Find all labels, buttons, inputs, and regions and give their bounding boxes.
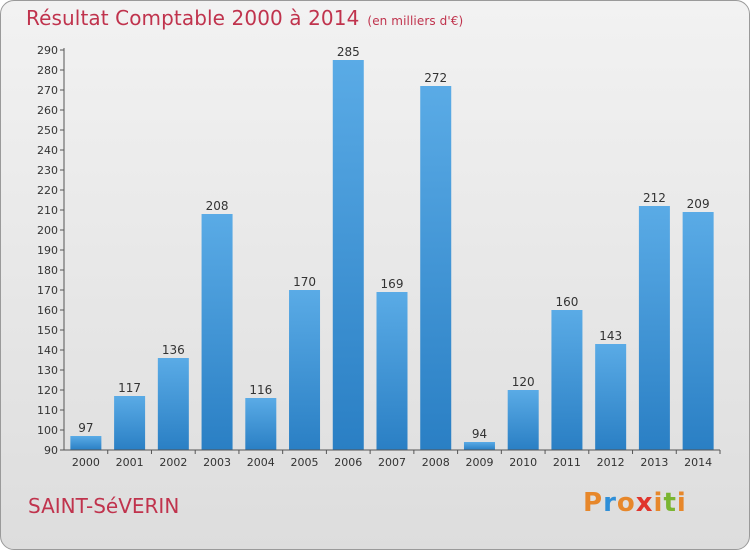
y-tick-label: 230 bbox=[37, 164, 58, 177]
y-tick-label: 290 bbox=[37, 44, 58, 57]
bar-2008 bbox=[420, 86, 452, 450]
bar-2009 bbox=[463, 442, 495, 450]
logo-letter: t bbox=[663, 488, 677, 518]
x-tick-label-2011: 2011 bbox=[553, 456, 581, 469]
y-tick-label: 180 bbox=[37, 264, 58, 277]
value-label-2011: 160 bbox=[555, 295, 578, 309]
x-tick-label-2000: 2000 bbox=[72, 456, 100, 469]
logo-letter: i bbox=[676, 488, 687, 518]
value-label-2009: 94 bbox=[472, 427, 487, 441]
value-label-2008: 272 bbox=[424, 71, 447, 85]
y-tick-label: 190 bbox=[37, 244, 58, 257]
logo-letter: P bbox=[583, 488, 604, 518]
y-tick-label: 90 bbox=[44, 444, 58, 457]
title-text: Résultat Comptable 2000 à 2014 bbox=[26, 6, 360, 30]
bar-2004 bbox=[245, 398, 277, 450]
y-tick-label: 130 bbox=[37, 364, 58, 377]
logo-letter: i bbox=[653, 488, 664, 518]
y-tick-label: 200 bbox=[37, 224, 58, 237]
value-label-2004: 116 bbox=[249, 383, 272, 397]
y-axis: 90 100 110 120 130 140 150 160 170 180 190 200 210 22… bbox=[37, 44, 65, 457]
y-tick-label: 210 bbox=[37, 204, 58, 217]
value-label-2000: 97 bbox=[78, 421, 93, 435]
x-tick-label-2010: 2010 bbox=[509, 456, 537, 469]
value-label-2002: 136 bbox=[162, 343, 185, 357]
value-label-2006: 285 bbox=[337, 45, 360, 59]
y-tick-label: 140 bbox=[37, 344, 58, 357]
bar-2011 bbox=[551, 310, 583, 450]
value-label-2005: 170 bbox=[293, 275, 316, 289]
y-tick-label: 120 bbox=[37, 384, 58, 397]
y-tick-label: 270 bbox=[37, 84, 58, 97]
x-tick-label-2014: 2014 bbox=[684, 456, 712, 469]
y-tick-label: 240 bbox=[37, 144, 58, 157]
y-tick-label: 150 bbox=[37, 324, 58, 337]
y-tick-label: 160 bbox=[37, 304, 58, 317]
value-label-2012: 143 bbox=[599, 329, 622, 343]
x-tick-label-2009: 2009 bbox=[465, 456, 493, 469]
value-label-2007: 169 bbox=[381, 277, 404, 291]
x-tick-label-2003: 2003 bbox=[203, 456, 231, 469]
y-tick-label: 280 bbox=[37, 64, 58, 77]
unit-label: (en milliers d'€) bbox=[367, 14, 464, 28]
value-label-2010: 120 bbox=[512, 375, 535, 389]
bar-2001 bbox=[114, 396, 146, 450]
x-tick-label-2001: 2001 bbox=[116, 456, 144, 469]
x-tick-label-2002: 2002 bbox=[159, 456, 187, 469]
bar-2005 bbox=[289, 290, 321, 450]
x-tick-label-2008: 2008 bbox=[422, 456, 450, 469]
bar-2006 bbox=[332, 60, 364, 450]
y-tick-label: 110 bbox=[37, 404, 58, 417]
value-label-2013: 212 bbox=[643, 191, 666, 205]
logo-letter: r bbox=[603, 488, 617, 518]
x-tick-label-2012: 2012 bbox=[597, 456, 625, 469]
y-tick-label: 250 bbox=[37, 124, 58, 137]
bar-2014 bbox=[682, 212, 714, 450]
x-axis: 2000 2001 2002 2003 2004 2005 2006 2007 2008 2009… bbox=[64, 449, 721, 469]
x-tick-label-2004: 2004 bbox=[247, 456, 275, 469]
bar-2012 bbox=[595, 344, 627, 450]
value-label-2001: 117 bbox=[118, 381, 141, 395]
y-tick-label: 170 bbox=[37, 284, 58, 297]
bar-2002 bbox=[157, 358, 189, 450]
location-label: SAINT-SéVERIN bbox=[28, 494, 180, 518]
bar-2013 bbox=[638, 206, 670, 450]
y-tick-label: 220 bbox=[37, 184, 58, 197]
x-tick-label-2007: 2007 bbox=[378, 456, 406, 469]
logo-letter: x bbox=[635, 488, 654, 518]
y-tick-label: 260 bbox=[37, 104, 58, 117]
x-tick-label-2013: 2013 bbox=[640, 456, 668, 469]
value-label-2003: 208 bbox=[206, 199, 229, 213]
proxiti-logo[interactable]: Proxiti bbox=[583, 488, 687, 518]
bar-2010 bbox=[507, 390, 539, 450]
x-tick-label-2006: 2006 bbox=[334, 456, 362, 469]
bar-2003 bbox=[201, 214, 233, 450]
y-tick-label: 100 bbox=[37, 424, 58, 437]
chart-title: Résultat Comptable 2000 à 2014 (en millie… bbox=[26, 6, 463, 30]
value-label-2014: 209 bbox=[687, 197, 710, 211]
x-tick-label-2005: 2005 bbox=[291, 456, 319, 469]
bars: 97 117 136 208 116 170 285 169 272 94 120 160 143 212… bbox=[70, 45, 714, 450]
logo-letter: o bbox=[616, 488, 636, 518]
bar-2007 bbox=[376, 292, 408, 450]
bar-2000 bbox=[70, 436, 102, 450]
